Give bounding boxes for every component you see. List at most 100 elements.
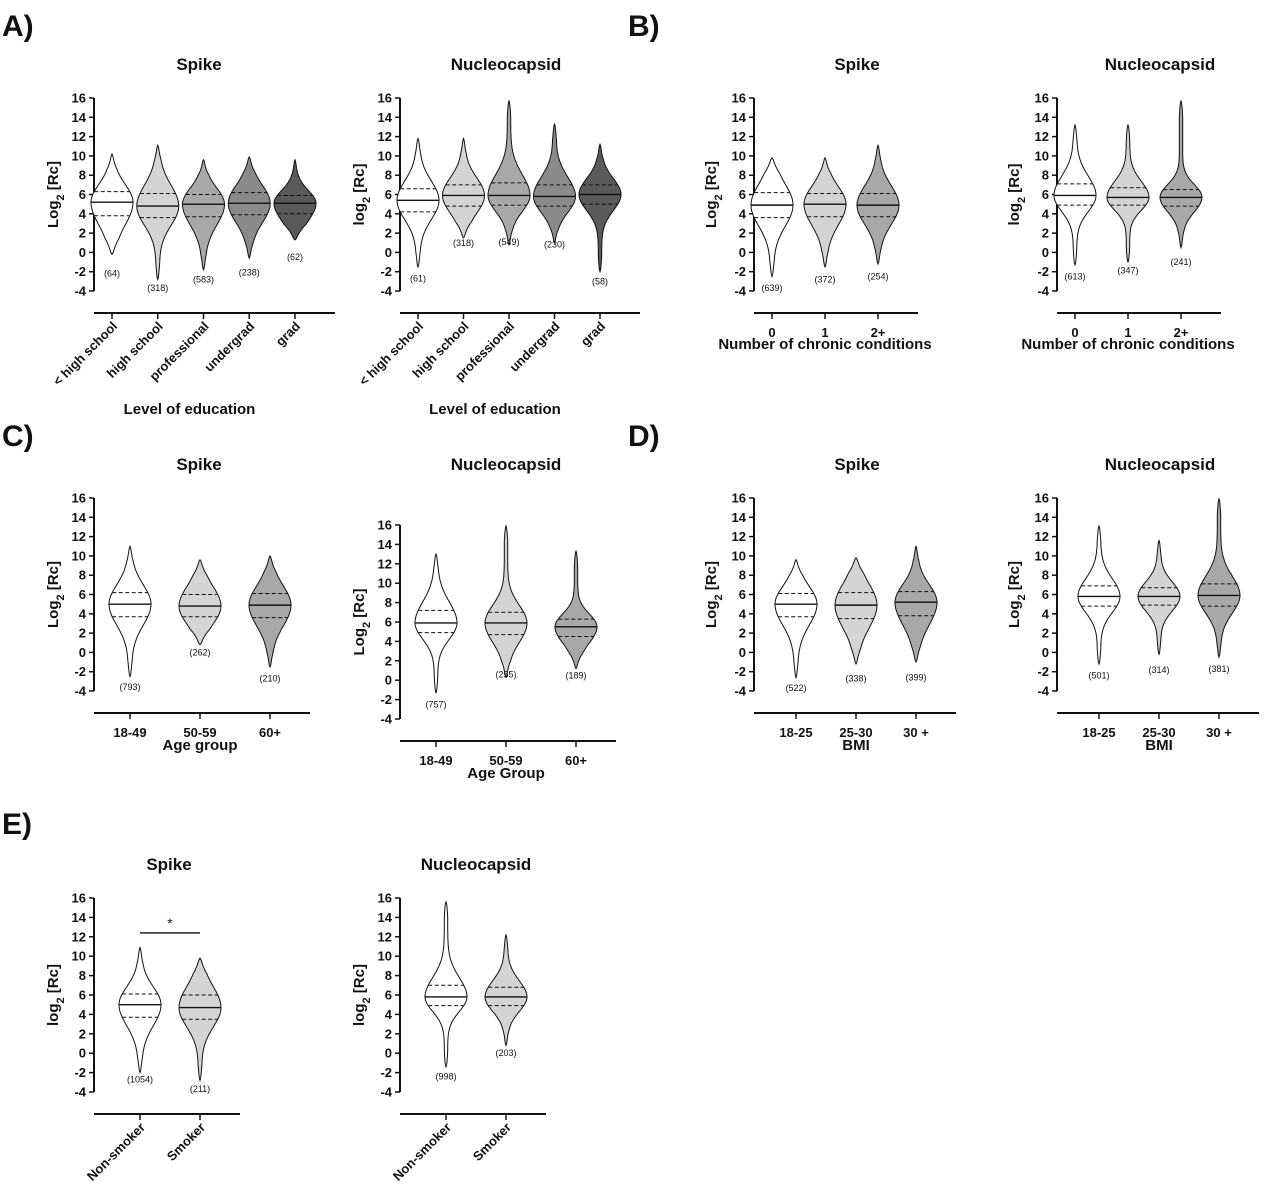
x-category-label: 50-59 — [489, 753, 522, 768]
sample-size-label: (61) — [410, 273, 426, 283]
y-tick-label: 16 — [732, 491, 746, 506]
violin--high-school — [396, 137, 440, 269]
y-tick-label: 16 — [72, 91, 86, 106]
sample-size-label: (549) — [498, 237, 519, 247]
violin-50-59 — [178, 558, 222, 646]
x-category-label: 60+ — [565, 753, 587, 768]
chart-3: Spike 16 14 12 10 8 6 4 2 0 -2 -4 Log2 [Rc] (639) 0 (37… — [703, 55, 932, 353]
sample-size-label: (583) — [193, 274, 214, 284]
y-axis-label: log2 [Rc] — [45, 964, 67, 1026]
x-category-label: 18-25 — [779, 725, 812, 740]
chart-title: Spike — [176, 455, 221, 474]
y-tick-label: 14 — [732, 510, 747, 525]
y-tick-label: 8 — [1042, 568, 1049, 583]
x-category-label: 0 — [768, 325, 775, 340]
y-tick-label: 12 — [378, 129, 392, 144]
y-tick-label: 4 — [385, 206, 393, 221]
y-tick-label: 14 — [378, 537, 393, 552]
sample-size-label: (62) — [287, 252, 303, 262]
y-tick-label: 4 — [1042, 606, 1050, 621]
y-tick-label: 10 — [732, 148, 746, 163]
chart-title: Spike — [834, 55, 879, 74]
x-category-label: Smoker — [164, 1120, 208, 1164]
violin-professional — [182, 158, 225, 272]
y-tick-label: 0 — [385, 1046, 392, 1061]
y-tick-label: 10 — [1035, 148, 1049, 163]
y-tick-label: 2 — [1042, 626, 1049, 641]
y-tick-label: 10 — [72, 548, 86, 563]
violin-60- — [248, 554, 292, 669]
x-category-label: 50-59 — [183, 725, 216, 740]
violin-grad — [578, 142, 622, 274]
y-tick-label: 4 — [739, 606, 747, 621]
sample-size-label: (793) — [119, 682, 140, 692]
x-category-label: 18-49 — [113, 725, 146, 740]
chart-title: Spike — [176, 55, 221, 74]
y-tick-label: 4 — [79, 1007, 87, 1022]
y-tick-label: 6 — [79, 587, 86, 602]
y-tick-label: 4 — [79, 606, 87, 621]
x-category-label: 1 — [1124, 325, 1131, 340]
chart-7: Spike 16 14 12 10 8 6 4 2 0 -2 -4 Log2 [Rc] (522) 18-2… — [703, 455, 956, 754]
y-axis-label: Log2 [Rc] — [45, 561, 67, 628]
x-category-label: 30 + — [1206, 725, 1232, 740]
y-tick-label: 12 — [732, 129, 746, 144]
y-tick-label: -2 — [74, 664, 86, 679]
y-tick-label: 6 — [739, 187, 746, 202]
y-axis-label: Log2 [Rc] — [45, 161, 67, 228]
y-tick-label: 6 — [385, 187, 392, 202]
violin-30- — [894, 545, 938, 664]
y-tick-label: 0 — [385, 673, 392, 688]
y-axis-label: log2 [Rc] — [351, 164, 373, 226]
violin-1 — [1106, 123, 1150, 264]
chart-6: Nucleocapsid 16 14 12 10 8 6 4 2 0 -2 -4 Log2 [Rc] (7… — [351, 455, 616, 782]
y-tick-label: 6 — [79, 988, 86, 1003]
x-category-label: 2+ — [871, 325, 886, 340]
sample-size-label: (189) — [565, 670, 586, 680]
x-axis-label: BMI — [842, 737, 870, 754]
chart-title: Nucleocapsid — [1105, 55, 1216, 74]
y-tick-label: 0 — [79, 245, 86, 260]
violin-undergrad — [533, 122, 576, 245]
y-tick-label: 6 — [79, 187, 86, 202]
x-axis-label: BMI — [1145, 737, 1173, 754]
y-tick-label: 16 — [1035, 491, 1049, 506]
x-axis-label: Age Group — [467, 765, 545, 782]
violin-18-25 — [1077, 524, 1121, 666]
sample-size-label: (255) — [495, 669, 516, 679]
y-tick-label: 6 — [385, 615, 392, 630]
y-tick-label: -2 — [74, 1065, 86, 1080]
y-tick-label: 6 — [1042, 187, 1049, 202]
y-tick-label: 8 — [385, 168, 392, 183]
y-tick-label: 8 — [739, 568, 746, 583]
chart-10: Nucleocapsid 16 14 12 10 8 6 4 2 0 -2 -4 log2 [Rc] (9… — [351, 855, 546, 1184]
x-category-label: 0 — [1071, 325, 1078, 340]
sample-size-label: (58) — [592, 276, 608, 286]
x-category-label: Smoker — [470, 1120, 514, 1164]
y-tick-label: 2 — [385, 653, 392, 668]
y-tick-label: 4 — [385, 634, 393, 649]
y-tick-label: 0 — [1042, 245, 1049, 260]
violin-30- — [1197, 497, 1241, 659]
violin-50-59 — [484, 524, 528, 679]
y-tick-label: -2 — [734, 264, 746, 279]
y-tick-label: 2 — [1042, 226, 1049, 241]
violin-25-30 — [1137, 539, 1181, 656]
y-tick-label: 4 — [739, 206, 747, 221]
y-tick-label: -4 — [1037, 684, 1049, 699]
y-tick-label: 8 — [79, 568, 86, 583]
sample-size-label: (230) — [544, 240, 565, 250]
significance-label: * — [167, 915, 173, 931]
x-category-label: Non-smoker — [84, 1120, 148, 1184]
x-category-label: grad — [273, 318, 304, 349]
x-category-label: 18-49 — [419, 753, 452, 768]
violin-high-school — [442, 137, 485, 239]
sample-size-label: (381) — [1208, 664, 1229, 674]
chart-title: Nucleocapsid — [451, 455, 562, 474]
violin-1 — [803, 156, 847, 269]
y-tick-label: -2 — [74, 264, 86, 279]
violin-smoker — [484, 933, 528, 1047]
y-tick-label: 8 — [739, 168, 746, 183]
